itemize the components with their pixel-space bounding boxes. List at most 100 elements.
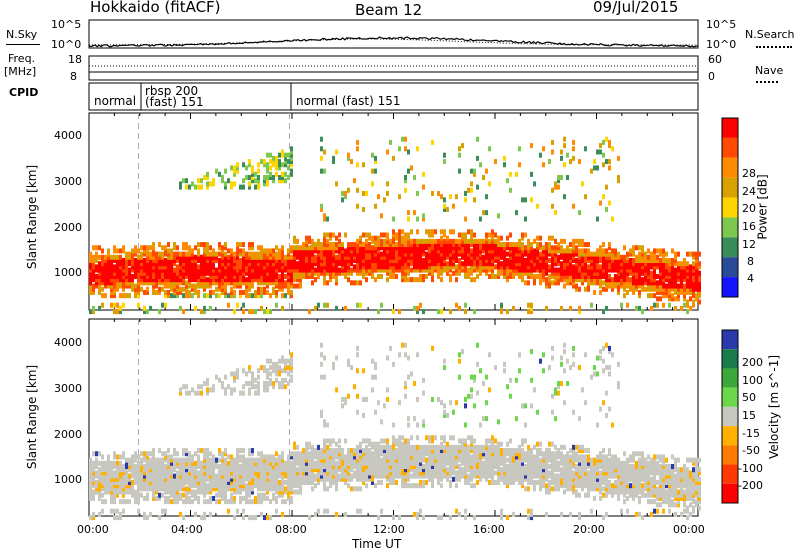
power-cell xyxy=(239,242,242,247)
power-cell xyxy=(200,185,203,190)
velocity-cell xyxy=(491,435,494,440)
velocity-cell xyxy=(437,515,440,520)
velocity-cell xyxy=(353,486,356,491)
power-cell xyxy=(335,255,338,260)
power-cell xyxy=(266,153,269,158)
velocity-cell xyxy=(353,470,356,475)
power-cell xyxy=(182,293,185,298)
velocity-cell xyxy=(305,442,308,447)
velocity-cell xyxy=(257,368,260,373)
velocity-cell xyxy=(554,416,557,421)
velocity-cell xyxy=(254,384,257,389)
velocity-cell xyxy=(263,454,266,459)
power-cell xyxy=(263,287,266,292)
velocity-cell xyxy=(455,483,458,488)
velocity-cell xyxy=(167,454,170,459)
velocity-cell xyxy=(494,445,497,450)
velocity-cell xyxy=(182,499,185,504)
velocity-cell xyxy=(98,451,101,456)
power-cell xyxy=(128,252,131,257)
power-cell xyxy=(506,252,509,257)
power-cell xyxy=(254,290,257,295)
power-cell xyxy=(503,156,506,161)
power-cell xyxy=(344,191,347,196)
velocity-cell xyxy=(482,461,485,466)
velocity-cell xyxy=(578,512,581,517)
power-cell xyxy=(194,284,197,289)
velocity-cell xyxy=(323,438,326,443)
velocity-cell xyxy=(470,394,473,399)
velocity-cell xyxy=(449,515,452,520)
power-cell xyxy=(422,258,425,263)
power-cell xyxy=(92,255,95,260)
velocity-cell xyxy=(569,512,572,517)
power-cell xyxy=(392,309,395,314)
velocity-cell xyxy=(404,352,407,357)
power-cell xyxy=(98,261,101,266)
velocity-cell xyxy=(224,448,227,453)
velocity-cell xyxy=(461,349,464,354)
velocity-cell xyxy=(263,365,266,370)
power-cell xyxy=(482,255,485,260)
power-cell xyxy=(323,232,326,237)
velocity-cell xyxy=(461,438,464,443)
power-cell xyxy=(419,303,422,308)
power-cell xyxy=(266,309,269,314)
power-cell xyxy=(398,229,401,234)
power-cell xyxy=(275,156,278,161)
velocity-cell xyxy=(524,451,527,456)
power-cell xyxy=(431,191,434,196)
power-cell xyxy=(173,242,176,247)
power-cell xyxy=(431,140,434,145)
velocity-cell xyxy=(215,458,218,463)
power-cell xyxy=(437,309,440,314)
power-cell xyxy=(227,255,230,260)
velocity-cell xyxy=(560,445,563,450)
velocity-cell xyxy=(299,451,302,456)
velocity-cell xyxy=(347,394,350,399)
power-cell xyxy=(548,242,551,247)
power-cell xyxy=(488,181,491,186)
power-cell xyxy=(293,236,296,241)
velocity-cell xyxy=(206,378,209,383)
power-cell xyxy=(380,303,383,308)
power-cell xyxy=(383,232,386,237)
velocity-cell xyxy=(395,480,398,485)
velocity-cell xyxy=(212,384,215,389)
power-cell xyxy=(437,239,440,244)
power-cell xyxy=(557,175,560,180)
velocity-cell xyxy=(467,435,470,440)
velocity-cell xyxy=(146,515,149,520)
velocity-cell xyxy=(170,499,173,504)
power-cell xyxy=(452,204,455,209)
velocity-cell xyxy=(563,400,566,405)
velocity-cell xyxy=(92,461,95,466)
power-cell xyxy=(374,236,377,241)
power-cell xyxy=(110,255,113,260)
velocity-cell xyxy=(482,381,485,386)
velocity-cell xyxy=(422,480,425,485)
power-cell xyxy=(407,217,410,222)
power-cell xyxy=(185,252,188,257)
velocity-cell xyxy=(101,499,104,504)
power-cell xyxy=(152,242,155,247)
velocity-cell xyxy=(323,509,326,514)
velocity-cell xyxy=(545,448,548,453)
power-cell xyxy=(158,309,161,314)
velocity-cell xyxy=(545,512,548,517)
velocity-cell xyxy=(527,509,530,514)
power-cell xyxy=(203,242,206,247)
velocity-cell xyxy=(566,381,569,386)
power-cell xyxy=(137,255,140,260)
power-cell xyxy=(335,149,338,154)
velocity-cell xyxy=(569,448,572,453)
power-cell xyxy=(479,162,482,167)
velocity-cell xyxy=(449,445,452,450)
power-cell xyxy=(572,146,575,151)
power-cell xyxy=(455,194,458,199)
power-cell xyxy=(548,258,551,263)
velocity-cell xyxy=(209,458,212,463)
power-cell xyxy=(119,248,122,253)
power-cell xyxy=(377,309,380,314)
velocity-cell xyxy=(425,445,428,450)
